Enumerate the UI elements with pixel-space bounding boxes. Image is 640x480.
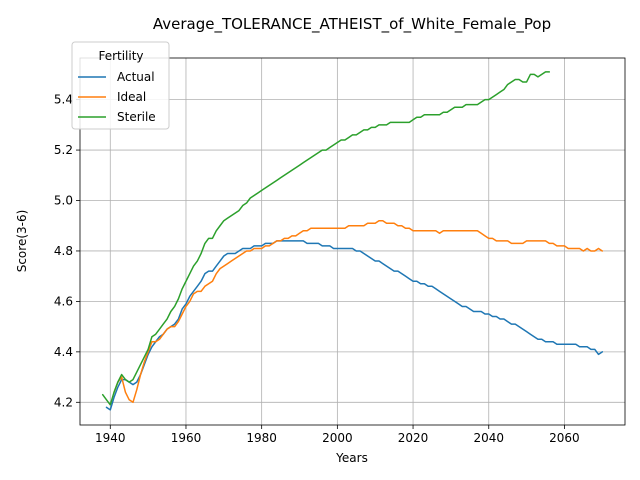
y-tick-label: 5.0: [54, 194, 73, 208]
y-tick-label: 4.2: [54, 395, 73, 409]
horizontal-grid: [80, 99, 625, 403]
x-axis: 1940 1960 1980 2000 2020 2040 2060: [95, 425, 580, 445]
x-tick-label: 2040: [473, 431, 504, 445]
x-tick-label: 1980: [246, 431, 277, 445]
y-axis-label: Score(3-6): [15, 210, 29, 273]
x-tick-label: 1940: [95, 431, 126, 445]
legend: Fertility Actual Ideal Sterile: [71, 41, 170, 130]
legend-label-actual: Actual: [117, 70, 155, 84]
series-line-sterile: [101, 71, 551, 406]
legend-items: Actual Ideal Sterile: [78, 70, 156, 124]
legend-label-ideal: Ideal: [117, 90, 146, 104]
grid-lines: [80, 58, 625, 425]
y-tick-label: 5.2: [54, 143, 73, 157]
series-line-actual: [105, 240, 604, 411]
y-tick-label: 4.8: [54, 244, 73, 258]
y-tick-label: 5.4: [54, 93, 73, 107]
series-line-ideal: [113, 219, 604, 404]
legend-title: Fertility: [98, 49, 143, 63]
y-tick-label: 4.6: [54, 294, 73, 308]
y-axis: 4.2 4.4 4.6 4.8 5.0 5.2 5.4: [54, 93, 80, 409]
x-tick-label: 2020: [398, 431, 429, 445]
x-tick-label: 1960: [171, 431, 202, 445]
series-layer: [101, 71, 604, 411]
legend-label-sterile: Sterile: [117, 110, 156, 124]
x-tick-label: 2000: [322, 431, 353, 445]
chart-title: Average_TOLERANCE_ATHEIST_of_White_Femal…: [153, 15, 551, 34]
y-tick-label: 4.4: [54, 345, 73, 359]
x-axis-label: Years: [335, 451, 368, 465]
plot-frame: [79, 57, 626, 426]
legend-box: [71, 41, 170, 130]
x-tick-label: 2060: [549, 431, 580, 445]
